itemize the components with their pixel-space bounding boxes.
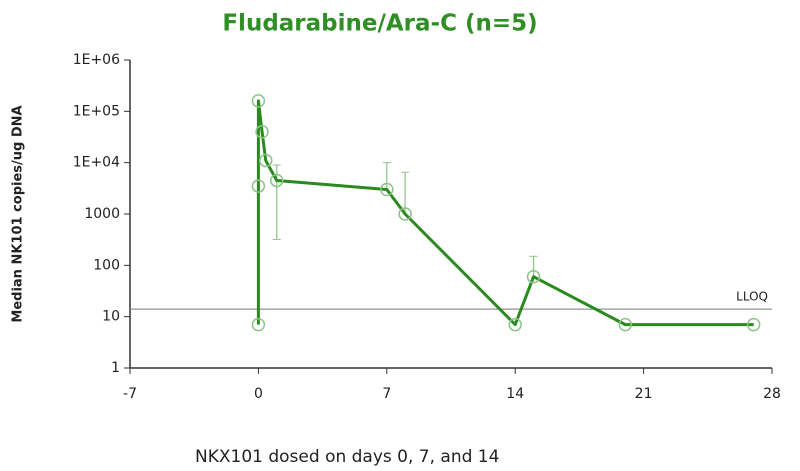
y-tick-label: 1000 [84,206,120,222]
footnote: NKX101 dosed on days 0, 7, and 14 [195,447,499,467]
y-tick-label: 100 [93,257,120,273]
data-point [618,317,633,332]
data-point [255,125,269,139]
data-point [258,153,273,168]
x-tick-label: 21 [635,386,653,402]
data-point [251,179,266,193]
x-tick-label: 0 [254,386,263,402]
data-point [398,207,412,221]
data-point [251,317,266,332]
data-point [508,317,522,332]
data-point [251,94,266,108]
y-tick-label: 10 [102,309,120,325]
x-tick-label: -7 [123,386,137,402]
data-line [256,99,754,327]
y-tick-label: 1E+05 [73,103,120,119]
x-tick-label: 14 [506,386,524,402]
y-tick-label: 1 [111,360,120,376]
x-tick-label: 7 [382,386,391,402]
x-tick-label: 28 [763,386,781,402]
data-point [746,317,761,332]
data-point [526,269,541,284]
data-point [269,173,284,188]
y-tick-label: 1E+06 [73,52,120,68]
data-point [380,182,394,197]
y-axis-label: Median NK101 copies/ug DNA [11,105,26,322]
y-tick-label: 1E+04 [73,155,120,171]
chart-title: Fludarabine/Ara-C (n=5) [222,11,537,37]
reference-label: LLOQ [736,290,768,304]
